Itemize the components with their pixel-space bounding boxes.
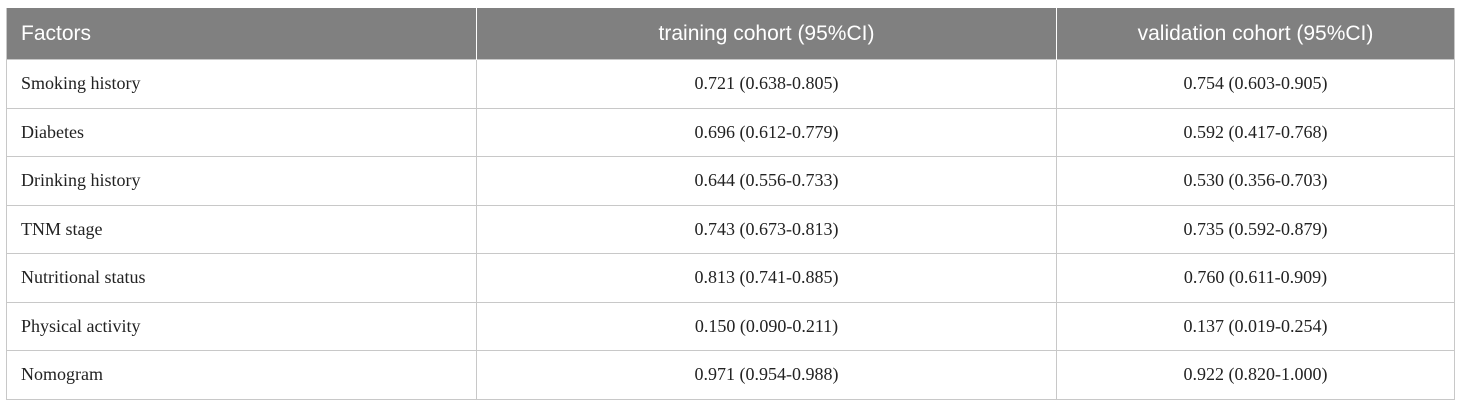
training-value-cell: 0.696 (0.612-0.779) [476,107,1057,157]
table-body: Smoking history 0.721 (0.638-0.805) 0.75… [6,59,1455,400]
factor-cell: Drinking history [6,156,477,206]
validation-value-cell: 0.754 (0.603-0.905) [1056,59,1455,109]
table-row: Diabetes 0.696 (0.612-0.779) 0.592 (0.41… [6,107,1455,157]
validation-value-cell: 0.592 (0.417-0.768) [1056,107,1455,157]
auc-table: Factors training cohort (95%CI) validati… [6,8,1455,400]
training-value-cell: 0.813 (0.741-0.885) [476,253,1057,303]
header-row: Factors training cohort (95%CI) validati… [6,8,1455,60]
validation-value-cell: 0.922 (0.820-1.000) [1056,350,1455,400]
factor-cell: Nomogram [6,350,477,400]
factor-cell: Smoking history [6,59,477,109]
factor-cell: Physical activity [6,301,477,351]
table-row: Nomogram 0.971 (0.954-0.988) 0.922 (0.82… [6,350,1455,400]
training-value-cell: 0.644 (0.556-0.733) [476,156,1057,206]
training-value-cell: 0.743 (0.673-0.813) [476,204,1057,254]
factor-cell: Nutritional status [6,253,477,303]
validation-value-cell: 0.735 (0.592-0.879) [1056,204,1455,254]
table-row: TNM stage 0.743 (0.673-0.813) 0.735 (0.5… [6,204,1455,254]
validation-value-cell: 0.530 (0.356-0.703) [1056,156,1455,206]
header-validation-cohort: validation cohort (95%CI) [1056,8,1455,60]
training-value-cell: 0.721 (0.638-0.805) [476,59,1057,109]
results-table-container: Factors training cohort (95%CI) validati… [6,8,1455,400]
training-value-cell: 0.150 (0.090-0.211) [476,301,1057,351]
factor-cell: Diabetes [6,107,477,157]
training-value-cell: 0.971 (0.954-0.988) [476,350,1057,400]
table-row: Drinking history 0.644 (0.556-0.733) 0.5… [6,156,1455,206]
table-row: Smoking history 0.721 (0.638-0.805) 0.75… [6,59,1455,109]
table-header: Factors training cohort (95%CI) validati… [6,8,1455,60]
validation-value-cell: 0.137 (0.019-0.254) [1056,301,1455,351]
header-training-cohort: training cohort (95%CI) [476,8,1057,60]
header-factors: Factors [6,8,477,60]
validation-value-cell: 0.760 (0.611-0.909) [1056,253,1455,303]
factor-cell: TNM stage [6,204,477,254]
table-row: Physical activity 0.150 (0.090-0.211) 0.… [6,301,1455,351]
table-row: Nutritional status 0.813 (0.741-0.885) 0… [6,253,1455,303]
